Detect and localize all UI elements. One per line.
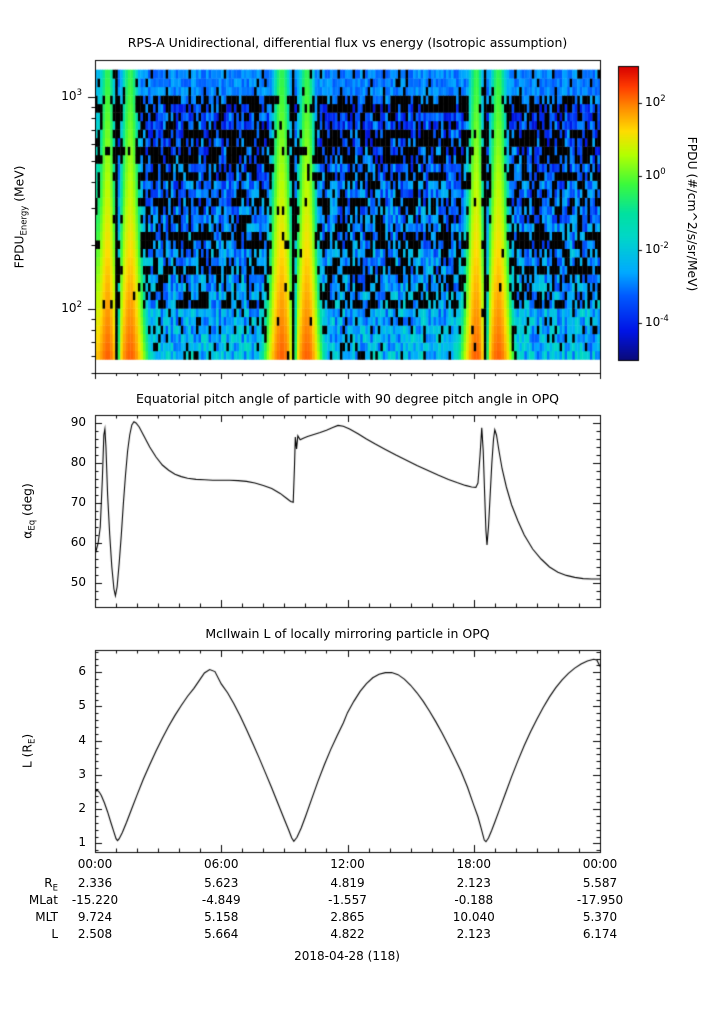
colorbar-tick-label: 10-2 <box>645 240 669 256</box>
mcilwain-l-y-axis-label: L (RE) <box>20 733 38 769</box>
footer-value: 5.623 <box>204 876 239 890</box>
footer-value: 5.587 <box>582 876 618 890</box>
x-tick-label: 00:00 <box>77 857 113 871</box>
footer-value: 5.158 <box>204 910 239 924</box>
footer-value: 2.123 <box>456 876 491 890</box>
date-label: 2018-04-28 (118) <box>294 949 400 963</box>
footer-row-label: RE <box>44 876 58 894</box>
colorbar-tick-label: 102 <box>645 93 666 109</box>
footer-row-label: MLat <box>28 893 58 907</box>
footer-value: 2.336 <box>77 876 113 890</box>
footer-value: 2.865 <box>330 910 365 924</box>
colorbar-tick-label: 100 <box>645 167 666 183</box>
footer-value: -4.849 <box>201 893 241 907</box>
x-tick-label: 18:00 <box>456 857 492 871</box>
footer-value: -1.557 <box>328 893 367 907</box>
y-tick-label: 4 <box>78 732 86 747</box>
mcilwain-l-title: McIlwain L of locally mirroring particle… <box>205 626 490 641</box>
y-tick-label: 2 <box>78 801 86 816</box>
pitch-angle-title: Equatorial pitch angle of particle with … <box>135 391 560 406</box>
y-tick-label: 60 <box>70 535 86 549</box>
footer-value: 2.508 <box>77 927 113 941</box>
footer-value: 5.664 <box>204 927 239 941</box>
y-tick-label: 3 <box>78 766 86 781</box>
footer-value: -15.220 <box>71 893 119 907</box>
y-tick-label: 70 <box>70 495 86 509</box>
colorbar-tick-label: 10-4 <box>645 314 669 330</box>
spectrogram-y-tick-label: 103 <box>61 88 82 104</box>
y-tick-label: 5 <box>78 698 86 713</box>
y-tick-label: 6 <box>78 664 86 679</box>
footer-row-label: MLT <box>35 910 58 924</box>
colorbar-label: FPDU (#/cm^2/s/sr/MeV) <box>685 136 699 292</box>
footer-value: 5.370 <box>582 910 618 924</box>
footer-value: -17.950 <box>576 893 624 907</box>
spectrogram-y-tick-label: 102 <box>61 300 82 316</box>
pitch-angle-y-axis-label: αEq (deg) <box>20 483 38 539</box>
spectrogram-title: RPS-A Unidirectional, differential flux … <box>127 35 568 50</box>
y-tick-label: 80 <box>70 455 86 469</box>
footer-row-label: L <box>51 927 58 941</box>
x-tick-label: 12:00 <box>330 857 365 871</box>
footer-value: -0.188 <box>454 893 494 907</box>
footer-value: 10.040 <box>452 910 495 924</box>
y-tick-label: 90 <box>70 415 86 429</box>
x-tick-label: 00:00 <box>582 857 618 871</box>
spectrogram-y-axis-label: FPDUEnergy (MeV) <box>12 165 30 269</box>
footer-value: 4.822 <box>330 927 365 941</box>
x-tick-label: 06:00 <box>203 857 239 871</box>
footer-value: 9.724 <box>77 910 113 924</box>
footer-value: 6.174 <box>582 927 618 941</box>
y-tick-label: 50 <box>70 575 86 589</box>
footer-value: 2.123 <box>456 927 491 941</box>
y-tick-label: 1 <box>78 835 86 850</box>
footer-value: 4.819 <box>330 876 365 890</box>
